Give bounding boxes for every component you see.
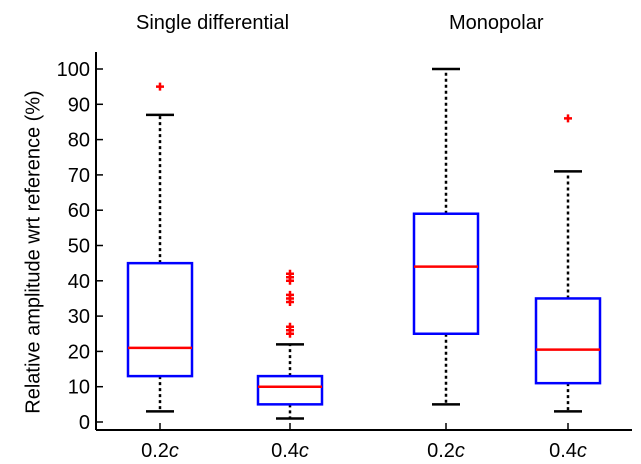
y-tick-label: 90 (68, 94, 90, 116)
x-tick-label: 0.2c (427, 440, 465, 462)
y-tick-label: 50 (68, 236, 90, 258)
outlier-point (156, 82, 164, 91)
x-tick-label: 0.2c (141, 440, 179, 462)
outlier-point (286, 290, 294, 299)
box (412, 212, 480, 335)
outlier-point (286, 322, 294, 331)
box (256, 374, 324, 406)
group-title-monopolar: Monopolar (449, 12, 544, 34)
y-tick-label: 100 (57, 59, 90, 81)
y-tick-label: 40 (68, 271, 90, 293)
group-title-single-differential: Single differential (136, 12, 290, 34)
outlier-point (564, 114, 572, 123)
box (126, 261, 194, 378)
x-tick-label: 0.4c (549, 440, 587, 462)
y-tick-label: 10 (68, 377, 90, 399)
box (534, 297, 602, 385)
outlier-point (286, 269, 294, 278)
y-tick-label: 0 (79, 412, 90, 434)
y-tick-label: 80 (68, 130, 90, 152)
y-tick-label: 20 (68, 341, 90, 363)
y-tick-label: 70 (68, 165, 90, 187)
y-tick-label: 30 (68, 306, 90, 328)
y-tick-label: 60 (68, 200, 90, 222)
x-tick-label: 0.4c (271, 440, 309, 462)
